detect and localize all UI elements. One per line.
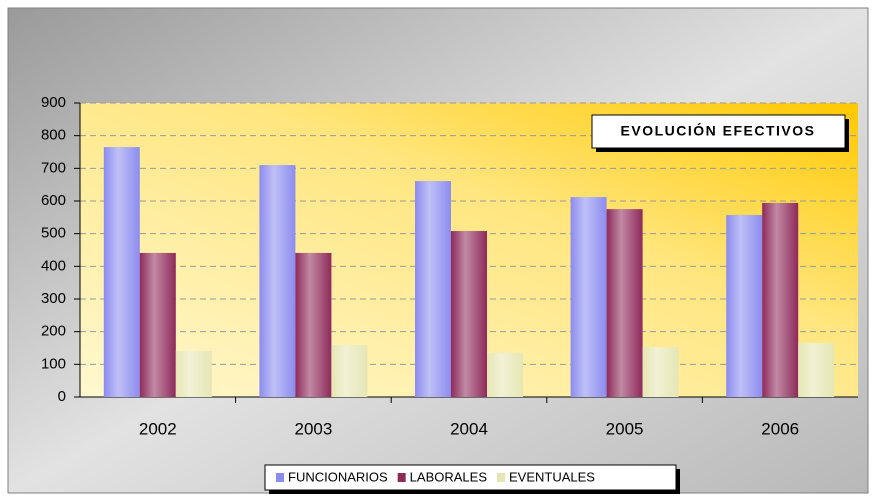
- x-tick-label: 2003: [294, 419, 332, 438]
- y-tick-label: 0: [58, 388, 66, 405]
- chart-title: EVOLUCIÓN EFECTIVOS: [621, 122, 816, 139]
- x-tick-label: 2002: [139, 419, 177, 438]
- bar-highlight: [798, 343, 835, 397]
- y-tick-label: 700: [41, 159, 66, 176]
- bar-highlight: [415, 181, 451, 397]
- bar-highlight: [331, 345, 368, 397]
- x-tick-label: 2005: [606, 419, 644, 438]
- legend-swatch: [397, 473, 406, 482]
- legend-label: LABORALES: [410, 469, 488, 484]
- y-tick-label: 100: [41, 355, 66, 372]
- bar-highlight: [726, 215, 763, 397]
- y-tick-label: 200: [41, 323, 66, 340]
- legend-swatch: [276, 473, 284, 482]
- x-tick-label: 2006: [761, 419, 799, 438]
- bar-highlight: [606, 209, 643, 397]
- legend-label: EVENTUALES: [509, 469, 595, 484]
- y-tick-label: 500: [41, 225, 66, 242]
- y-tick-label: 400: [41, 257, 66, 274]
- bar-highlight: [642, 347, 679, 397]
- x-tick-label: 2004: [450, 419, 488, 438]
- bar-highlight: [570, 197, 607, 397]
- bar-highlight: [451, 231, 487, 397]
- bar-highlight: [295, 252, 332, 397]
- title-box: [591, 114, 846, 149]
- legend-box: [264, 464, 677, 491]
- legend-label: FUNCIONARIOS: [288, 469, 388, 484]
- y-tick-label: 900: [41, 94, 66, 111]
- legend-swatch: [497, 473, 505, 482]
- y-tick-label: 800: [41, 127, 66, 144]
- bar-highlight: [762, 202, 799, 397]
- bar-highlight: [487, 352, 523, 397]
- y-tick-label: 600: [41, 192, 66, 209]
- bar-highlight: [259, 165, 296, 397]
- y-tick-label: 300: [41, 290, 66, 307]
- bar-highlight: [103, 147, 140, 397]
- bar-highlight: [175, 350, 212, 397]
- bar-highlight: [139, 252, 176, 397]
